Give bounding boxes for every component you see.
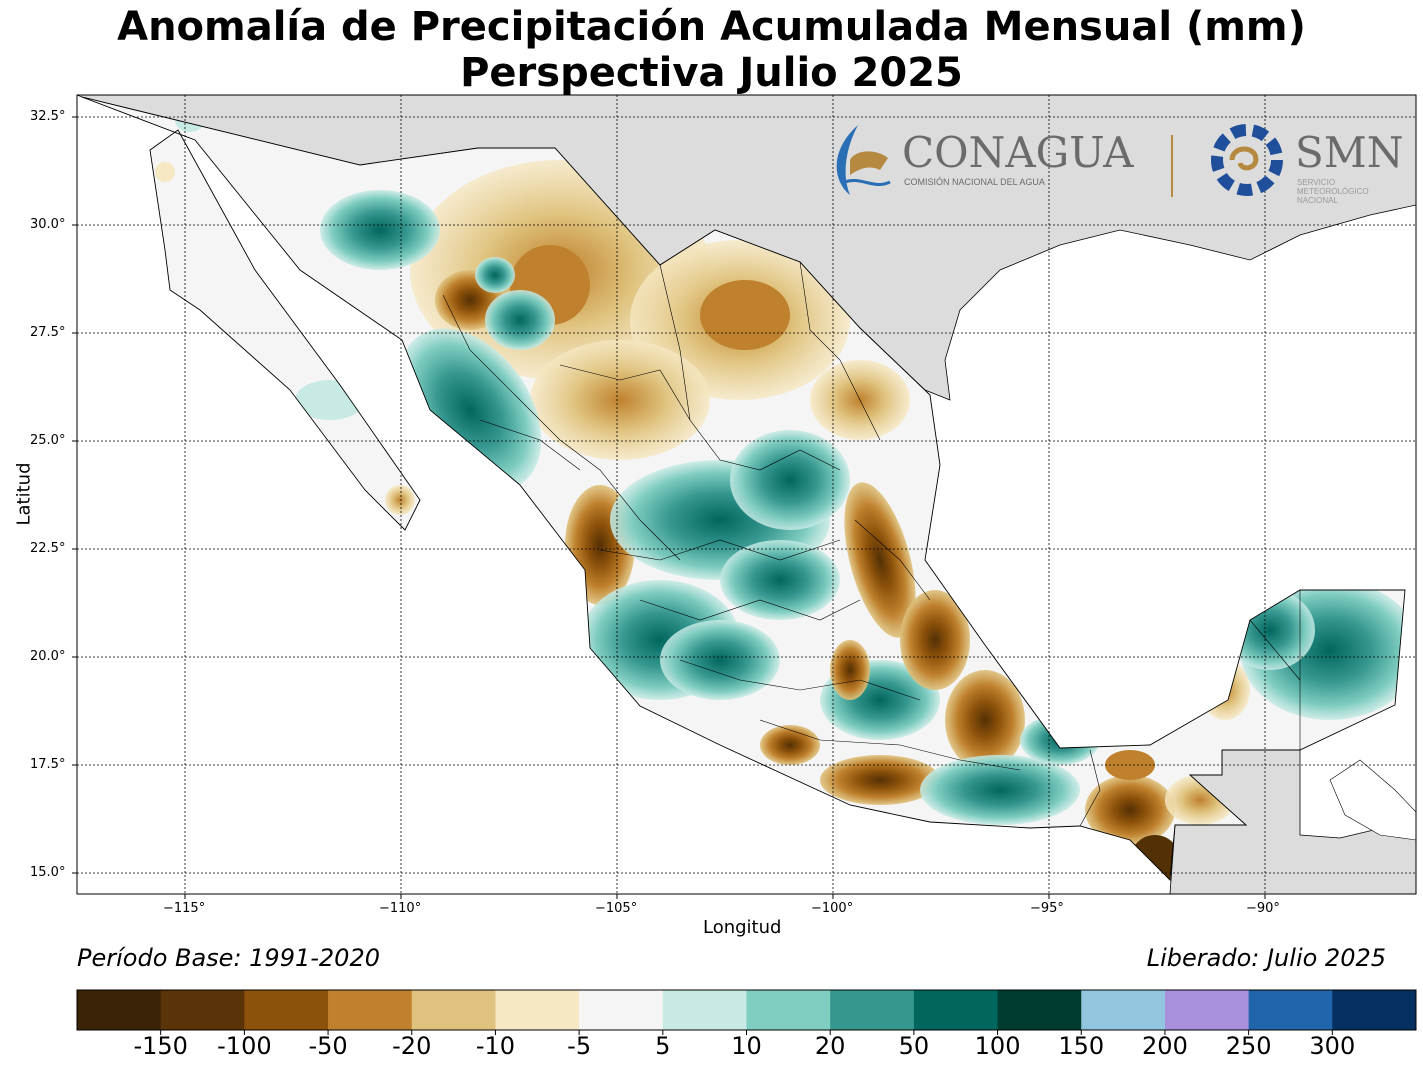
smn-name: SMN xyxy=(1295,128,1404,177)
conagua-drop-icon xyxy=(836,125,858,195)
axis-ticks xyxy=(72,116,1266,899)
lon-tick-label: −110° xyxy=(379,901,422,916)
colorbar-swatch xyxy=(244,990,329,1030)
colorbar-swatch xyxy=(662,990,747,1030)
colorbar-swatch xyxy=(1248,990,1333,1030)
colorbar-swatch xyxy=(913,990,999,1030)
conagua-subtitle: COMISIÓN NACIONAL DEL AGUA xyxy=(904,177,1045,187)
colorbar-tick-label: -50 xyxy=(308,1032,348,1060)
colorbar-swatch xyxy=(160,990,245,1030)
lat-tick-label: 27.5° xyxy=(30,325,66,340)
smn-swirl-icon xyxy=(1229,146,1259,171)
colorbar-tick-label: 5 xyxy=(655,1032,671,1060)
map-title-line1: Anomalía de Precipitación Acumulada Mens… xyxy=(117,4,1306,50)
colorbar-tick-label: -5 xyxy=(567,1032,592,1060)
conagua-logo: CONAGUA COMISIÓN NACIONAL DEL AGUA xyxy=(836,125,1173,197)
colorbar-tick-label: 50 xyxy=(898,1032,930,1060)
colorbar-tick-label: -100 xyxy=(217,1032,272,1060)
colorbar-swatch xyxy=(746,990,831,1030)
colorbar-tick-label: -150 xyxy=(133,1032,188,1060)
colorbar-swatch xyxy=(411,990,496,1030)
colorbar-tick-label: 20 xyxy=(814,1032,846,1060)
lon-tick-label: −95° xyxy=(1030,901,1064,916)
graticule xyxy=(77,95,1416,894)
colorbar-tick-label: 300 xyxy=(1309,1032,1356,1060)
colorbar-tick-label: 100 xyxy=(974,1032,1021,1060)
smn-logo: SMN SERVICIO METEOROLÓGICO NACIONAL xyxy=(1211,124,1404,205)
lon-tick-label: −100° xyxy=(811,901,854,916)
y-axis-title: Latitud xyxy=(13,462,35,526)
map-title-line2: Perspectiva Julio 2025 xyxy=(460,50,963,96)
lat-tick-label: 30.0° xyxy=(30,217,66,232)
colorbar-swatch xyxy=(579,990,664,1030)
lon-tick-label: −90° xyxy=(1246,901,1280,916)
lat-tick-label: 17.5° xyxy=(30,757,66,772)
conagua-name: CONAGUA xyxy=(902,128,1134,177)
map-border xyxy=(76,94,1417,895)
colorbar-swatch xyxy=(495,990,580,1030)
lat-tick-label: 25.0° xyxy=(30,433,66,448)
mexico-outline xyxy=(81,96,1406,881)
colorbar-tick-label: 10 xyxy=(731,1032,762,1060)
smn-sub-1: SERVICIO xyxy=(1297,178,1335,187)
lon-tick-label: −115° xyxy=(163,901,206,916)
base-period-note: Período Base: 1991-2020 xyxy=(77,944,380,972)
lat-tick-label: 22.5° xyxy=(30,541,66,556)
conagua-eagle-icon xyxy=(850,151,888,175)
state-boundaries xyxy=(442,261,1301,827)
release-note: Liberado: Julio 2025 xyxy=(1146,944,1386,972)
colorbar-tick-label: 150 xyxy=(1058,1032,1105,1060)
baja-outline xyxy=(149,129,421,531)
lat-tick-label: 20.0° xyxy=(30,649,66,664)
colorbar-swatch xyxy=(1081,990,1166,1030)
colorbar-swatch xyxy=(1164,990,1250,1030)
smn-sub-2: METEOROLÓGICO xyxy=(1297,187,1369,196)
lon-tick-label: −105° xyxy=(595,901,638,916)
colorbar-tick-label: 250 xyxy=(1225,1032,1272,1060)
colorbar-swatch xyxy=(1332,990,1417,1030)
colorbar-swatch xyxy=(328,990,413,1030)
colorbar-swatch xyxy=(830,990,915,1030)
smn-sub-3: NACIONAL xyxy=(1297,196,1338,205)
colorbar-tick-label: -20 xyxy=(392,1032,432,1060)
colorbar-tick-label: -10 xyxy=(475,1032,516,1060)
smn-gear-icon xyxy=(1211,124,1283,196)
colorbar xyxy=(76,989,1417,1035)
lat-tick-label: 15.0° xyxy=(30,865,66,880)
colorbar-swatch xyxy=(77,990,162,1030)
lat-tick-label: 32.5° xyxy=(30,109,66,124)
colorbar-tick-label: 200 xyxy=(1142,1032,1188,1060)
x-axis-title: Longitud xyxy=(703,917,782,938)
colorbar-swatch xyxy=(997,990,1082,1030)
